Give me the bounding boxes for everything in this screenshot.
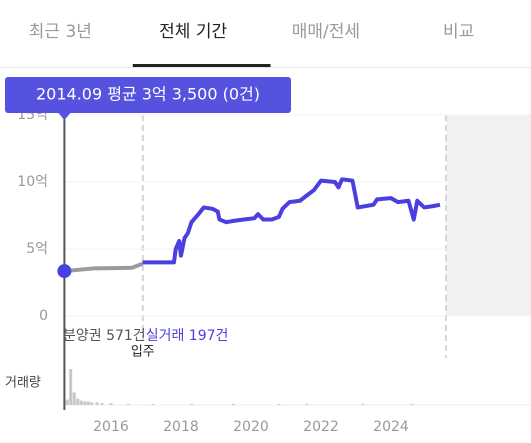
price-line [64, 261, 144, 274]
y-tick-label: 5억 [26, 241, 48, 257]
volume-bar [231, 404, 235, 405]
volume-bar [305, 404, 309, 405]
tab[interactable]: 비교 [443, 22, 474, 42]
price-line [142, 177, 441, 265]
volume-bar [100, 403, 104, 405]
move-in-label: 입주 [131, 345, 155, 360]
tooltip-box [5, 77, 291, 113]
volume-bar [79, 400, 83, 405]
active-tab-underline [132, 64, 271, 67]
volume-bar [189, 404, 193, 405]
volume-bar [361, 404, 365, 405]
tab[interactable]: 전체 기간 [159, 22, 227, 42]
volume-bar [86, 401, 90, 405]
x-tick-label: 2016 [93, 419, 129, 435]
tab[interactable]: 최근 3년 [29, 22, 92, 42]
tooltip-text: 2014.09 평균 3억 3,500 (0건) [36, 85, 260, 104]
volume-label: 거래량 [5, 376, 41, 391]
volume-bar [151, 404, 155, 405]
volume-bar [76, 398, 80, 405]
series-label: 분양권 571건 [63, 328, 146, 344]
volume-bar [83, 401, 87, 405]
tab[interactable]: 매매/전세 [292, 22, 360, 42]
cursor-marker [57, 264, 72, 279]
tooltip-arrow [58, 113, 71, 120]
y-tick-label: 10억 [17, 174, 48, 190]
x-tick-label: 2018 [163, 419, 199, 435]
volume-bar [277, 404, 281, 405]
x-tick-label: 2024 [373, 419, 409, 435]
volume-bar [72, 392, 76, 405]
volume-bar [69, 369, 73, 405]
y-tick-label: 0 [39, 308, 48, 324]
volume-bar [90, 402, 94, 405]
volume-bar [95, 402, 99, 405]
x-tick-label: 2020 [233, 419, 269, 435]
volume-bar [126, 404, 130, 405]
x-tick-label: 2022 [303, 419, 339, 435]
volume-bar [410, 404, 414, 405]
shaded-region [445, 115, 531, 316]
volume-bar [65, 399, 69, 405]
volume-bar [109, 403, 113, 405]
series-label: 실거래 197건 [146, 328, 229, 344]
